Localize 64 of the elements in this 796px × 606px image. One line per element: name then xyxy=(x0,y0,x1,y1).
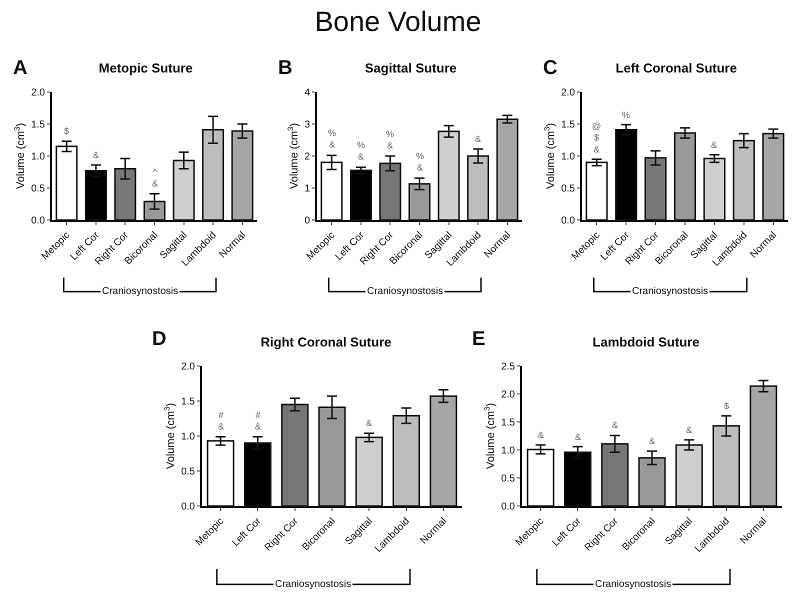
y-tick-label: 1.5 xyxy=(561,120,576,130)
y-tick-label: 0.5 xyxy=(561,184,576,194)
annotation: & xyxy=(475,134,482,144)
y-tick-label: 2.5 xyxy=(501,362,516,372)
annotation: # & xyxy=(218,410,224,432)
annotation: $ xyxy=(64,126,70,136)
text: Craniosynostosis xyxy=(367,286,444,297)
chart-subtitle: C xyxy=(543,57,558,79)
y-tick-label: 0.0 xyxy=(181,502,196,512)
chart-title: Left Coronal Suture xyxy=(616,60,737,76)
y-tick-label: 1.0 xyxy=(501,446,516,456)
text: Craniosynostosis xyxy=(275,579,352,590)
y-tick-label: 2.0 xyxy=(181,362,196,372)
chart-subtitle: D xyxy=(152,328,166,350)
y-tick-label: 4 xyxy=(304,88,310,98)
annotation: @ $ & xyxy=(592,121,602,154)
text: Bone Volume xyxy=(314,6,482,38)
y-tick-label: 0.0 xyxy=(31,216,46,226)
annotation: & xyxy=(711,140,718,150)
annotation: & xyxy=(366,418,372,428)
y-tick-label: 3 xyxy=(304,120,310,130)
y-tick-label: 2.0 xyxy=(561,88,576,98)
chart-title: Right Coronal Suture xyxy=(260,334,392,350)
chart-subtitle: B xyxy=(278,57,292,79)
annotation: & xyxy=(93,150,100,160)
y-tick-label: 0.5 xyxy=(501,474,516,484)
x-tick-label: Left Cor xyxy=(550,515,584,549)
x-tick-label: Left Cor xyxy=(230,515,264,549)
annotation: & xyxy=(575,432,582,442)
y-tick-label: 2.0 xyxy=(31,88,46,98)
annotation: & xyxy=(538,430,544,440)
annotation: $ xyxy=(724,401,730,411)
y-tick-label: 1 xyxy=(304,184,310,194)
y-tick-label: 2 xyxy=(304,152,310,162)
annotation: & xyxy=(649,436,656,446)
y-tick-label: 1.5 xyxy=(181,396,196,408)
y-tick-label: 1.5 xyxy=(501,418,516,428)
text: Craniosynostosis xyxy=(632,286,708,297)
annotation: & xyxy=(612,420,618,430)
annotation: % & xyxy=(357,140,366,162)
chart-title: Metopic Suture xyxy=(98,60,193,76)
annotation: % & xyxy=(328,128,336,150)
text: Craniosynostosis xyxy=(102,286,178,297)
y-tick-label: 1.0 xyxy=(561,152,576,162)
y-tick-label: 2.0 xyxy=(501,390,516,400)
chart-title: Lambdoid Suture xyxy=(592,334,700,350)
y-tick-label: 0.5 xyxy=(181,466,196,478)
annotation: % & xyxy=(386,129,394,151)
annotation: ^ & xyxy=(152,167,158,189)
y-tick-label: 1.0 xyxy=(181,432,196,442)
y-tick-label: 1.5 xyxy=(31,120,46,130)
annotation: % & xyxy=(416,151,424,173)
y-tick-label: 0 xyxy=(304,216,310,226)
chart-subtitle: E xyxy=(472,328,486,350)
annotation: & xyxy=(686,425,692,435)
y-tick-label: 1.0 xyxy=(31,152,46,162)
annotation: # & xyxy=(255,410,262,432)
chart-subtitle: A xyxy=(13,57,28,79)
chart-title: Sagittal Suture xyxy=(364,60,457,76)
y-tick-label: 0.0 xyxy=(561,216,576,226)
text: Craniosynostosis xyxy=(595,579,672,590)
y-tick-label: 0.0 xyxy=(501,502,516,512)
annotation: % xyxy=(622,110,630,120)
y-tick-label: 0.5 xyxy=(31,184,46,194)
